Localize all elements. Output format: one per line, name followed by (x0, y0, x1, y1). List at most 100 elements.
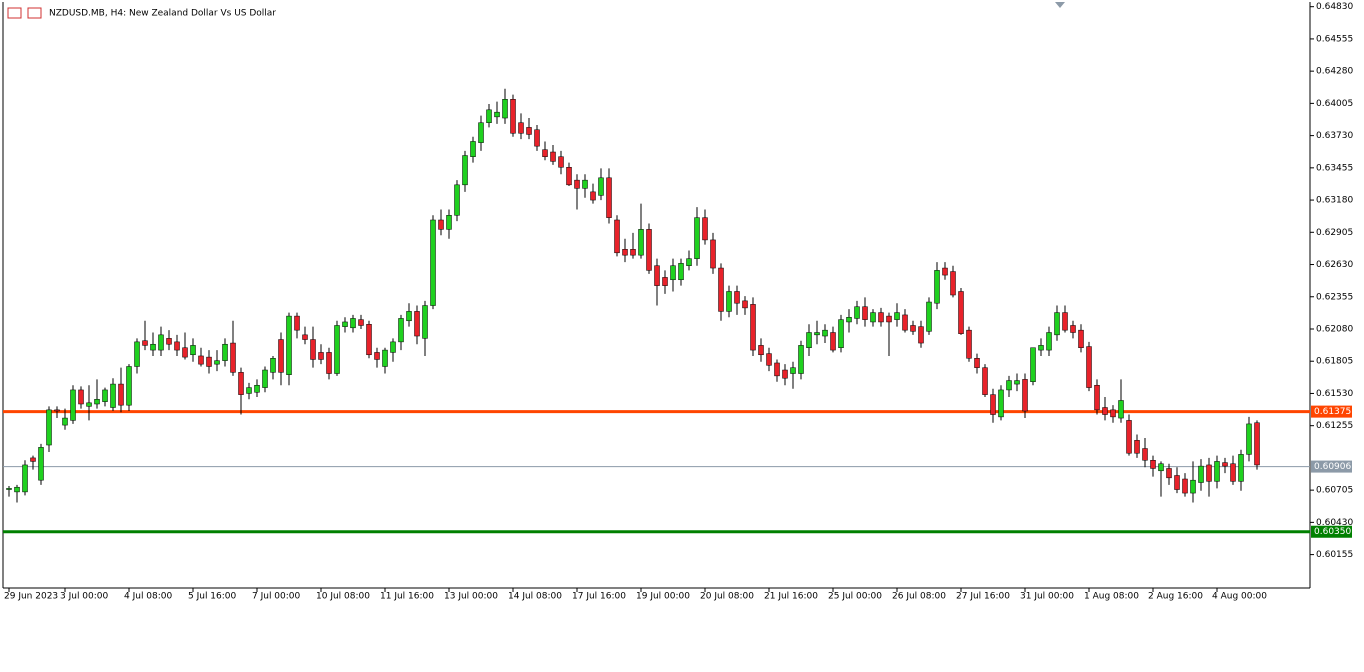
candle-body (734, 291, 740, 304)
candle-body (870, 312, 876, 323)
candle-body (1022, 379, 1028, 412)
candle-body (678, 263, 684, 281)
candle-body (646, 229, 652, 271)
candle-body (1014, 380, 1020, 385)
candle-body (830, 332, 836, 351)
candle-body (966, 329, 972, 359)
candle-body (582, 179, 588, 189)
candle-body (910, 325, 916, 332)
candle-body (1054, 312, 1060, 336)
candle-body (382, 349, 388, 367)
candle-body (902, 314, 908, 331)
y-tick-label: 0.60430 (1316, 518, 1353, 528)
x-tick-label: 4 Jul 08:00 (124, 592, 173, 602)
candle-body (1214, 461, 1220, 482)
candle-body (134, 341, 140, 367)
candle-body (1110, 409, 1116, 418)
candle-body (838, 319, 844, 348)
x-tick-label: 13 Jul 00:00 (444, 592, 498, 602)
candle-body (1006, 380, 1012, 391)
candle-body (814, 332, 820, 336)
candle-body (182, 347, 188, 358)
candle-body (542, 149, 548, 157)
candle-body (174, 341, 180, 351)
y-tick-label: 0.60705 (1316, 486, 1353, 496)
candle-body (422, 305, 428, 339)
x-tick-label: 31 Jul 00:00 (1020, 592, 1074, 602)
candle-body (942, 267, 948, 276)
x-tick-label: 4 Aug 00:00 (1212, 592, 1267, 602)
y-tick-label: 0.61805 (1316, 357, 1353, 367)
y-tick-label: 0.64830 (1316, 2, 1353, 12)
y-tick-label: 0.61530 (1316, 389, 1353, 399)
candle-body (486, 109, 492, 123)
candle-body (86, 402, 92, 407)
candle-body (358, 319, 364, 326)
candle-body (454, 184, 460, 216)
x-tick-label: 7 Jul 00:00 (252, 592, 301, 602)
candle-body (1206, 464, 1212, 482)
candle-body (398, 318, 404, 343)
candle-body (598, 177, 604, 196)
y-tick-label: 0.61255 (1316, 421, 1353, 431)
candle-body (342, 321, 348, 327)
candle-body (238, 372, 244, 395)
candle-body (574, 179, 580, 189)
candle-body (590, 191, 596, 201)
candle-body (1254, 422, 1260, 466)
x-tick-label: 14 Jul 08:00 (508, 592, 562, 602)
shift-marker (1055, 2, 1065, 8)
candle-body (1182, 478, 1188, 494)
price-label-bg (1311, 405, 1352, 418)
candle-body (550, 151, 556, 162)
candle-body (390, 341, 396, 353)
candle-body (270, 358, 276, 373)
candle-body (438, 219, 444, 230)
candle-body (6, 488, 12, 490)
candle-body (878, 312, 884, 323)
candle-body (286, 315, 292, 375)
x-tick-label: 17 Jul 16:00 (572, 592, 626, 602)
candle-body (334, 325, 340, 374)
candle-body (326, 352, 332, 374)
candle-body (262, 369, 268, 388)
price-label: 0.60350 (1314, 527, 1351, 537)
candle-body (54, 409, 60, 412)
x-tick-label: 10 Jul 08:00 (316, 592, 370, 602)
candle-body (1134, 440, 1140, 454)
candle-body (1198, 465, 1204, 483)
candle-body (446, 215, 452, 230)
candle-body (638, 229, 644, 256)
candle-body (94, 399, 100, 405)
candle-body (502, 99, 508, 119)
candle-body (190, 345, 196, 356)
candle-body (846, 317, 852, 323)
candle-body (278, 339, 284, 373)
candle-body (862, 306, 868, 320)
icon (7, 7, 22, 19)
candle-body (774, 362, 780, 377)
candle-body (886, 315, 892, 323)
candle-body (1086, 346, 1092, 388)
candle-body (718, 267, 724, 312)
y-tick-label: 0.64280 (1316, 67, 1353, 77)
candle-body (222, 343, 228, 361)
candle-body (766, 353, 772, 366)
candle-body (758, 345, 764, 356)
price-label-bg (1311, 460, 1352, 473)
candle-body (1118, 400, 1124, 419)
candle-body (126, 366, 132, 406)
candle-body (1142, 448, 1148, 461)
candle-body (790, 367, 796, 374)
candle-body (702, 217, 708, 241)
icon (27, 7, 42, 19)
candle-body (1102, 407, 1108, 415)
candle-body (214, 360, 220, 365)
candle-body (206, 356, 212, 367)
y-tick-label: 0.60155 (1316, 550, 1353, 560)
candle-body (622, 249, 628, 256)
candle-body (1070, 325, 1076, 333)
candle-body (958, 291, 964, 334)
